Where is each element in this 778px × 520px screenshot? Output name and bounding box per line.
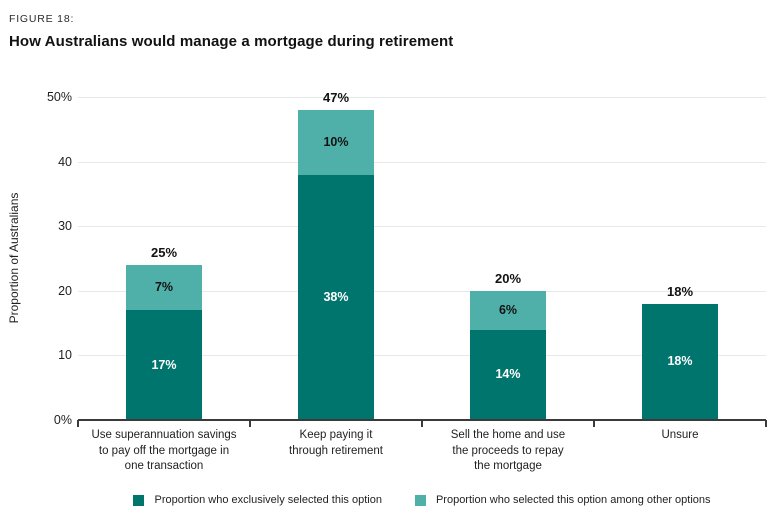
category-label-line: one transaction (124, 460, 204, 472)
category-label-line: Use superannuation savings (91, 429, 237, 441)
gridline (78, 226, 766, 228)
legend-item: Proportion who exclusively selected this… (133, 494, 382, 506)
category-label: Sell the home and use the proceeds to rep… (418, 428, 598, 475)
x-axis-tick (593, 420, 595, 427)
y-tick-label: 40 (58, 154, 72, 169)
category-label-line: Sell the home and use (450, 429, 566, 441)
gridline (78, 97, 766, 98)
category-label: Keep paying it through retirement (246, 428, 426, 459)
bar-value-label-exclusive: 38% (323, 289, 349, 304)
chart-title: How Australians would manage a mortgage … (9, 33, 454, 50)
bar-segment-exclusive (470, 329, 546, 420)
y-tick-label: 30 (58, 219, 72, 234)
legend-label: Proportion who selected this option amon… (435, 494, 711, 506)
bar-total-label: 20% (494, 270, 522, 286)
bar-value-label-exclusive: 14% (495, 367, 521, 382)
figure-label: FIGURE 18: (9, 13, 75, 25)
category-label-line: through retirement (289, 444, 383, 457)
category-label-line: to pay off the mortgage in (98, 444, 230, 457)
bar-segment-among-other (470, 290, 546, 330)
bar-value-label-among-other: 10% (323, 134, 349, 149)
x-axis-tick (765, 420, 767, 427)
bar-segment-exclusive (298, 174, 374, 420)
x-axis-tick (77, 420, 79, 427)
bar-value-label-among-other: 7% (154, 280, 174, 295)
legend-item: Proportion who selected this option amon… (414, 494, 711, 506)
legend: Proportion who exclusively selected this… (78, 494, 766, 506)
category-label-line: Unsure (661, 429, 699, 441)
bar-value-label-exclusive: 18% (667, 354, 693, 369)
y-tick-label: 20 (58, 283, 72, 298)
bar-total-label: 18% (666, 283, 694, 299)
bar-value-label-among-other: 6% (498, 302, 518, 317)
category-label: Unsure (590, 428, 770, 444)
gridline (78, 161, 766, 163)
y-axis-title: Proportion of Australians (7, 192, 21, 324)
category-label: Use superannuation savings to pay off the… (74, 428, 254, 475)
x-axis-tick (421, 420, 423, 427)
x-axis-tick (249, 420, 251, 427)
bar-segment-among-other (126, 264, 202, 311)
bar-segment-among-other (298, 109, 374, 175)
legend-swatch-icon (133, 494, 145, 506)
category-label-line: the mortgage (474, 460, 542, 472)
gridline (78, 290, 766, 292)
category-label-line: Keep paying it (299, 429, 373, 441)
category-label-line: the proceeds to repay (452, 444, 564, 457)
legend-label: Proportion who exclusively selected this… (154, 494, 382, 506)
gridline (78, 355, 766, 357)
bar-total-label: 25% (150, 244, 178, 260)
bar-value-label-exclusive: 17% (151, 357, 177, 372)
legend-swatch-icon (414, 494, 426, 506)
y-tick-label: 0% (53, 413, 72, 427)
bar-total-label: 47% (322, 89, 350, 105)
y-tick-label: 50% (46, 90, 72, 104)
y-tick-label: 10 (58, 348, 72, 363)
bar-segment-exclusive (642, 303, 718, 420)
bar-segment-exclusive (126, 310, 202, 420)
